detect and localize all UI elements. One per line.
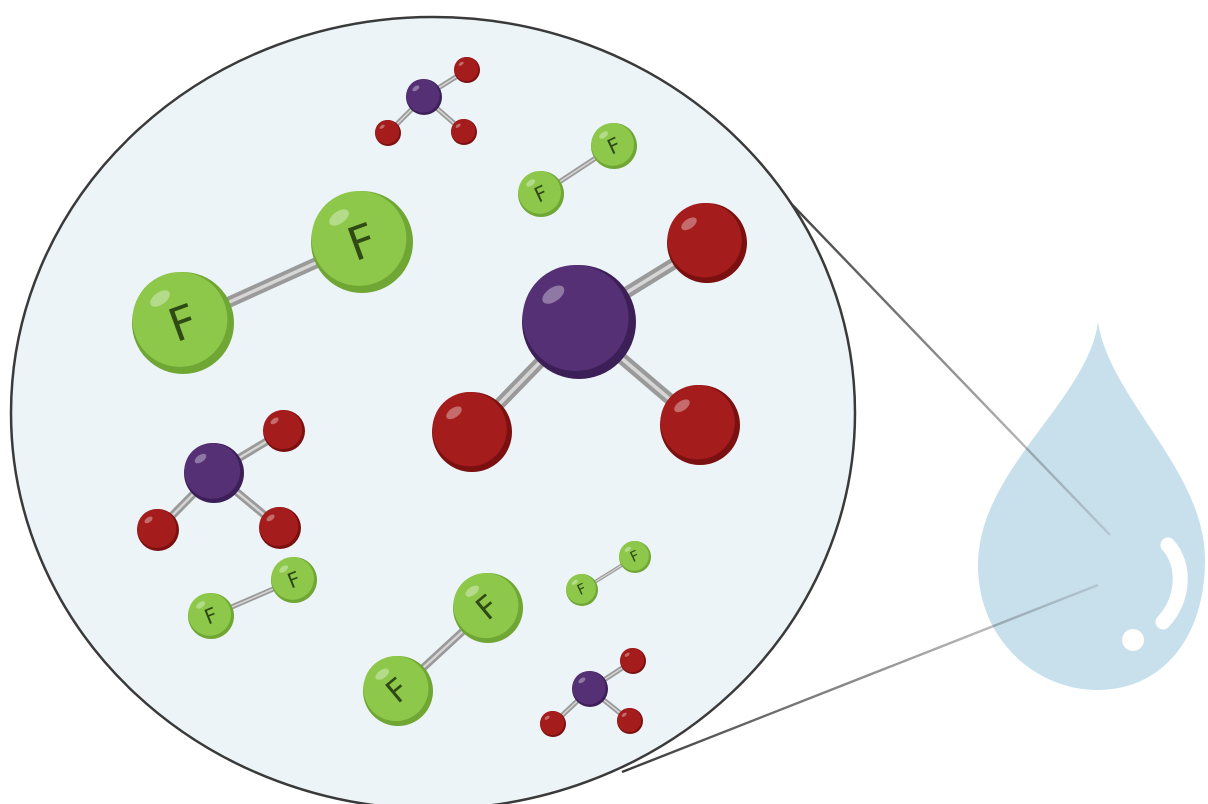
central-atom (184, 443, 244, 503)
oxygen-atom (137, 509, 179, 551)
oxygen-atom (540, 711, 566, 737)
oxygen-atom (454, 57, 480, 83)
oxygen-atom (620, 648, 646, 674)
oxygen-atom (263, 410, 305, 452)
oxygen-atom (432, 392, 512, 472)
oxygen-atom (451, 119, 477, 145)
water-droplet-icon (978, 322, 1205, 690)
central-atom (572, 671, 608, 707)
central-atom (406, 79, 442, 115)
oxygen-atom (660, 385, 740, 465)
oxygen-atom (667, 203, 747, 283)
central-atom (522, 265, 636, 379)
oxygen-atom (259, 507, 301, 549)
oxygen-atom (375, 120, 401, 146)
oxygen-atom (617, 708, 643, 734)
